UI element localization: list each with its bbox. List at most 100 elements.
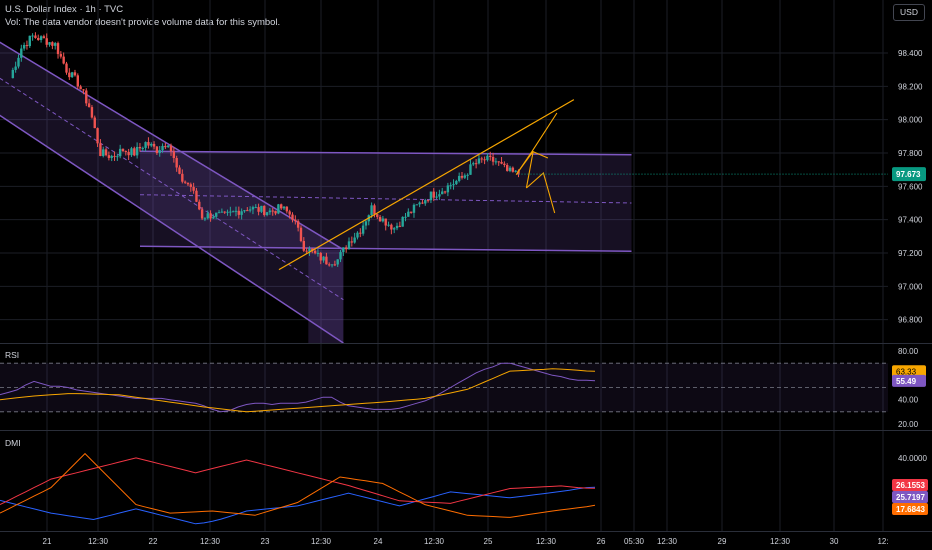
projection-path[interactable] (518, 150, 534, 172)
candle[interactable] (138, 146, 142, 149)
candle[interactable] (429, 191, 433, 201)
candle[interactable] (231, 211, 235, 213)
candle[interactable] (500, 161, 503, 164)
candle[interactable] (353, 237, 356, 243)
candle[interactable] (373, 205, 376, 215)
candle[interactable] (443, 191, 447, 193)
pane-dividers[interactable] (0, 343, 932, 532)
candle[interactable] (514, 170, 517, 172)
candle[interactable] (446, 185, 450, 193)
candle[interactable] (76, 75, 79, 87)
candle[interactable] (477, 158, 481, 164)
candle[interactable] (147, 142, 150, 146)
candle[interactable] (226, 211, 229, 213)
candle[interactable] (70, 72, 74, 78)
candle[interactable] (294, 219, 297, 222)
candle[interactable] (107, 155, 111, 158)
candle[interactable] (407, 211, 410, 217)
candle[interactable] (347, 241, 351, 250)
candle[interactable] (186, 182, 190, 185)
candle[interactable] (271, 210, 274, 212)
candle[interactable] (359, 232, 362, 234)
candle[interactable] (141, 147, 144, 149)
candle[interactable] (361, 225, 365, 234)
candle[interactable] (87, 103, 91, 108)
candle[interactable] (480, 158, 483, 160)
candle[interactable] (167, 145, 170, 148)
candle[interactable] (257, 207, 260, 212)
candle[interactable] (243, 210, 246, 212)
candle[interactable] (404, 216, 407, 218)
candle[interactable] (62, 56, 65, 64)
candle[interactable] (511, 167, 515, 172)
candle[interactable] (401, 216, 404, 227)
candle[interactable] (280, 204, 283, 209)
candle[interactable] (435, 196, 438, 198)
candle[interactable] (220, 211, 224, 213)
candle[interactable] (378, 216, 382, 222)
candle[interactable] (102, 149, 105, 157)
candle[interactable] (133, 148, 136, 156)
candle[interactable] (302, 240, 305, 251)
candle[interactable] (370, 205, 373, 216)
candle[interactable] (206, 213, 209, 219)
candle[interactable] (20, 48, 23, 58)
candle[interactable] (421, 202, 424, 204)
candle[interactable] (296, 221, 300, 228)
candle[interactable] (28, 35, 31, 47)
dmi-line[interactable] (0, 452, 596, 518)
candle[interactable] (51, 42, 54, 46)
channel-upper-line[interactable] (139, 150, 632, 156)
candle[interactable] (517, 170, 520, 175)
candle[interactable] (31, 35, 34, 37)
ascending-trendline[interactable] (278, 99, 575, 271)
candle[interactable] (99, 143, 102, 157)
candle[interactable] (127, 151, 130, 156)
candle[interactable] (181, 173, 184, 182)
candle[interactable] (124, 151, 128, 153)
candle[interactable] (169, 145, 173, 152)
candle[interactable] (426, 200, 430, 202)
candle[interactable] (469, 164, 472, 175)
rsi-pane[interactable]: RSI (0, 350, 888, 413)
candle[interactable] (217, 212, 221, 214)
candle[interactable] (144, 142, 147, 148)
candle[interactable] (215, 212, 218, 217)
candle[interactable] (305, 250, 308, 252)
candle[interactable] (311, 248, 314, 251)
candle[interactable] (409, 211, 413, 213)
candle[interactable] (150, 143, 153, 146)
candle[interactable] (328, 264, 331, 266)
candle[interactable] (268, 210, 272, 213)
candle[interactable] (398, 225, 402, 227)
candle[interactable] (455, 180, 458, 185)
candle[interactable] (17, 57, 20, 67)
candle[interactable] (282, 206, 286, 209)
candle[interactable] (390, 224, 393, 230)
candle[interactable] (474, 163, 478, 165)
candle[interactable] (441, 191, 444, 195)
candle[interactable] (152, 143, 156, 147)
candle[interactable] (54, 43, 57, 46)
candle[interactable] (288, 211, 291, 215)
candle[interactable] (155, 146, 159, 154)
channel-lower-line[interactable] (0, 100, 344, 344)
candle[interactable] (277, 204, 280, 214)
candle[interactable] (82, 89, 85, 91)
candle[interactable] (452, 184, 455, 186)
candle[interactable] (457, 175, 461, 181)
channel-lower-line[interactable] (139, 245, 632, 253)
candle[interactable] (48, 42, 51, 45)
candle[interactable] (316, 252, 320, 254)
candle[interactable] (503, 163, 506, 166)
candle[interactable] (472, 163, 475, 165)
candle[interactable] (344, 247, 348, 250)
candle[interactable] (237, 210, 241, 215)
candle[interactable] (93, 117, 96, 129)
price-pane[interactable] (0, 28, 888, 344)
candle[interactable] (325, 256, 328, 265)
candle[interactable] (274, 211, 277, 214)
candle[interactable] (246, 210, 249, 212)
candle[interactable] (356, 232, 359, 238)
candle[interactable] (438, 194, 441, 197)
